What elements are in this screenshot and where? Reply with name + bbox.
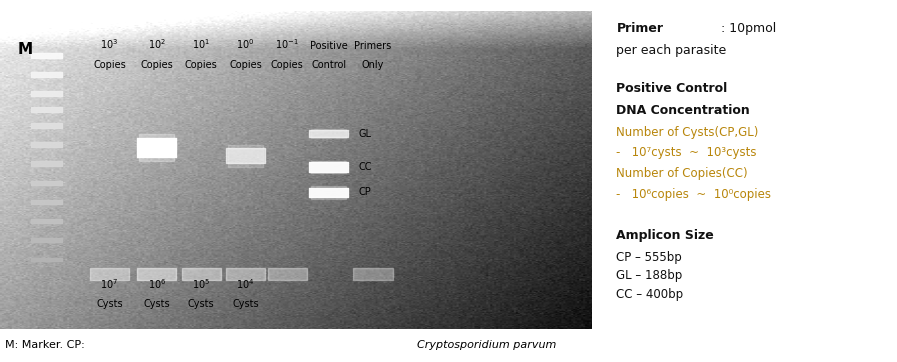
Text: 10$^{1}$: 10$^{1}$ bbox=[192, 37, 211, 51]
Text: Amplicon Size: Amplicon Size bbox=[616, 229, 714, 242]
Text: 10$^{2}$: 10$^{2}$ bbox=[148, 37, 166, 51]
Text: Positive Control: Positive Control bbox=[616, 82, 727, 95]
Text: CP – 555bp: CP – 555bp bbox=[616, 251, 682, 264]
Text: CC – 400bp: CC – 400bp bbox=[616, 288, 684, 301]
Text: 10$^{5}$: 10$^{5}$ bbox=[192, 277, 211, 291]
Text: Copies: Copies bbox=[185, 60, 218, 70]
Text: Cysts: Cysts bbox=[188, 299, 214, 310]
Text: Copies: Copies bbox=[141, 60, 173, 70]
Text: Only: Only bbox=[361, 60, 384, 70]
Text: M: Marker. CP:: M: Marker. CP: bbox=[4, 340, 88, 350]
Text: Number of Cysts(CP,GL): Number of Cysts(CP,GL) bbox=[616, 126, 759, 139]
Text: Cryptosporidium parvum: Cryptosporidium parvum bbox=[417, 340, 556, 350]
Text: 10$^{6}$: 10$^{6}$ bbox=[148, 277, 166, 291]
Text: Copies: Copies bbox=[271, 60, 303, 70]
Text: GL – 188bp: GL – 188bp bbox=[616, 269, 683, 282]
Text: GL: GL bbox=[359, 129, 371, 139]
Text: 10$^{-1}$: 10$^{-1}$ bbox=[275, 37, 299, 51]
Text: 10$^{7}$: 10$^{7}$ bbox=[100, 277, 118, 291]
Text: per each parasite: per each parasite bbox=[616, 44, 727, 57]
Text: Number of Copies(CC): Number of Copies(CC) bbox=[616, 167, 748, 180]
Text: Copies: Copies bbox=[230, 60, 262, 70]
Text: Primers: Primers bbox=[354, 41, 392, 51]
Text: -   10⁶copies  ~  10⁰copies: - 10⁶copies ~ 10⁰copies bbox=[616, 188, 771, 201]
Text: Cysts: Cysts bbox=[96, 299, 123, 310]
Text: CP: CP bbox=[359, 188, 371, 197]
Text: Copies: Copies bbox=[93, 60, 126, 70]
Text: Cysts: Cysts bbox=[232, 299, 259, 310]
Text: Primer: Primer bbox=[616, 22, 664, 35]
Text: DNA Concentration: DNA Concentration bbox=[616, 104, 750, 117]
Text: Control: Control bbox=[311, 60, 346, 70]
Text: CC: CC bbox=[359, 162, 372, 172]
Text: -   10⁷cysts  ~  10³cysts: - 10⁷cysts ~ 10³cysts bbox=[616, 146, 757, 159]
Text: : 10pmol: : 10pmol bbox=[720, 22, 776, 35]
Text: Cysts: Cysts bbox=[144, 299, 170, 310]
Text: 10$^{3}$: 10$^{3}$ bbox=[100, 37, 118, 51]
Text: M: M bbox=[17, 42, 32, 56]
Text: 10$^{4}$: 10$^{4}$ bbox=[237, 277, 255, 291]
Text: 10$^{0}$: 10$^{0}$ bbox=[237, 37, 255, 51]
Text: Positive: Positive bbox=[309, 41, 347, 51]
